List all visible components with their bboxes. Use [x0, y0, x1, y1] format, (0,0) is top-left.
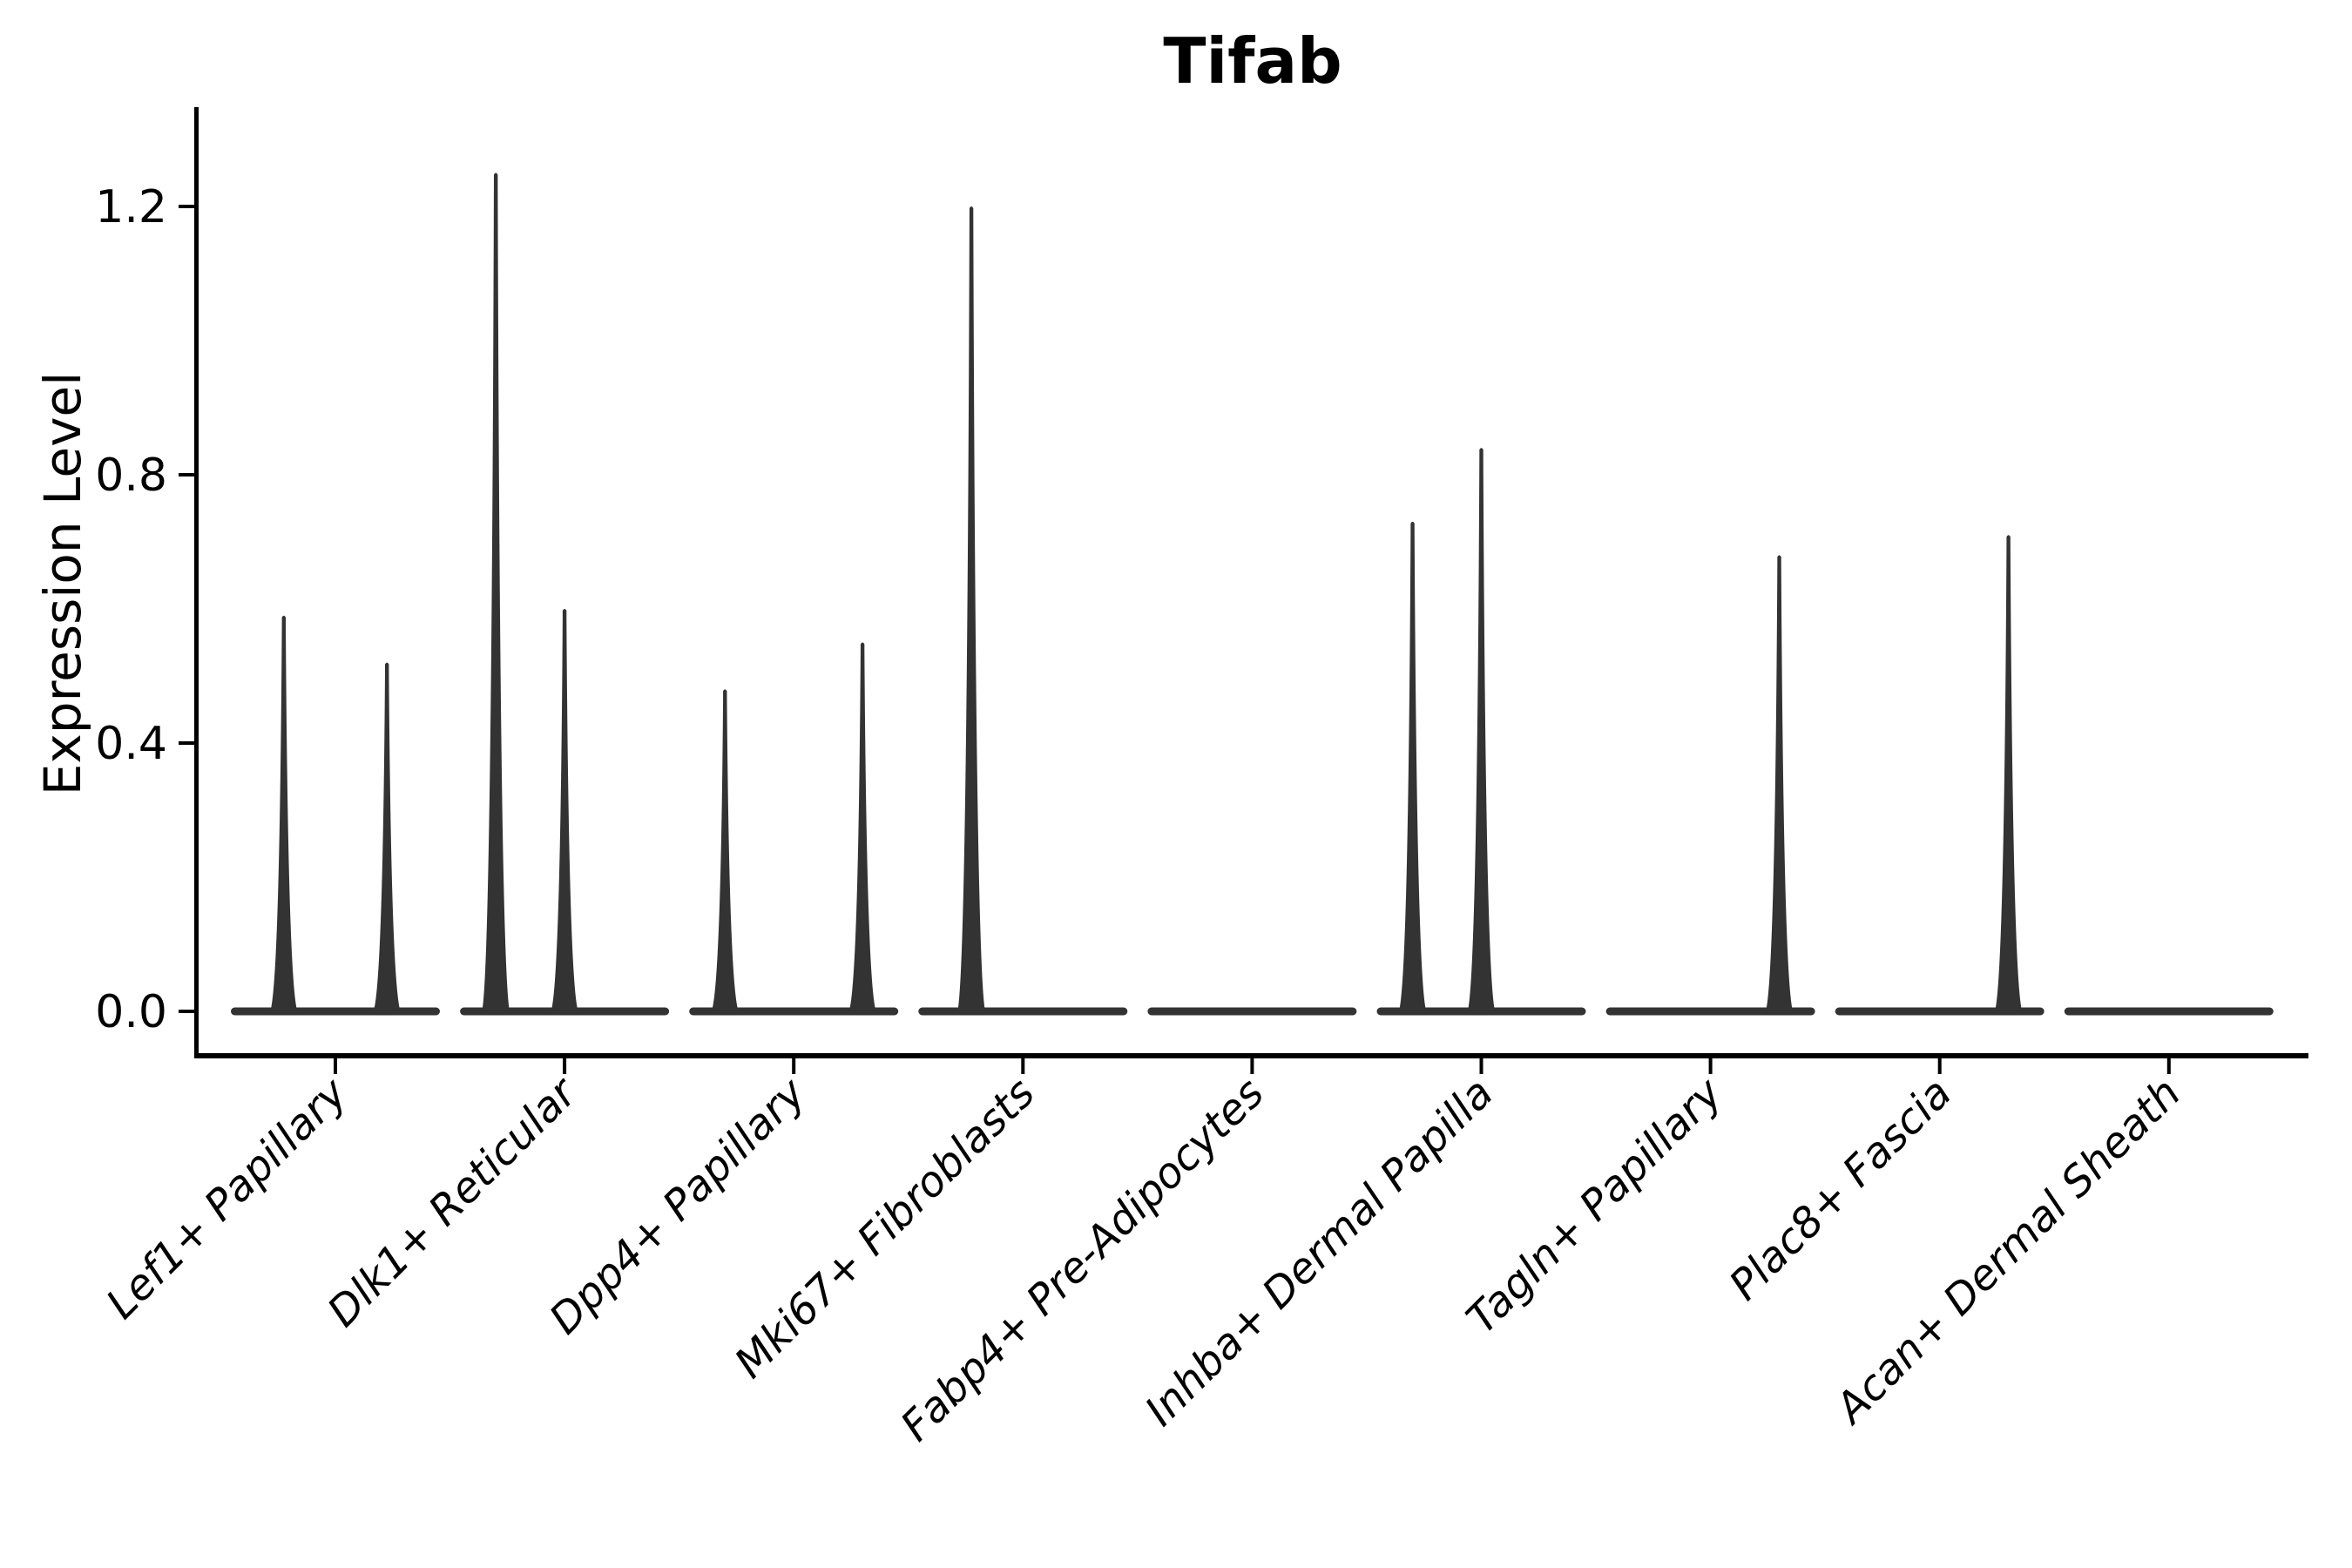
- x-category-label: Plac8+ Fascia: [1720, 1069, 1962, 1310]
- violin-base: [2064, 1007, 2274, 1016]
- y-tick-label: 0.4: [95, 718, 167, 770]
- x-tick-mark: [1708, 1058, 1713, 1074]
- x-tick-mark: [563, 1058, 567, 1074]
- violin-base: [1605, 1007, 1815, 1016]
- violin-base: [689, 1007, 899, 1016]
- violin-spike: [1466, 448, 1497, 1014]
- y-tick-mark: [179, 1010, 194, 1013]
- violin-spike: [550, 609, 580, 1014]
- x-tick-mark: [1479, 1058, 1484, 1074]
- y-tick-mark: [179, 741, 194, 745]
- y-tick-label: 0.8: [95, 449, 167, 502]
- x-axis-spine: [194, 1053, 2308, 1058]
- y-axis-spine: [194, 107, 199, 1058]
- x-category-label: Dlk1+ Reticular: [318, 1067, 588, 1337]
- x-tick-mark: [1250, 1058, 1254, 1074]
- x-tick-mark: [1021, 1058, 1025, 1074]
- violin-base: [231, 1007, 440, 1016]
- x-category-label: Dpp4+ Papillary: [540, 1068, 815, 1343]
- x-tick-mark: [2166, 1058, 2171, 1074]
- violin-spike: [372, 662, 402, 1014]
- violin-base: [918, 1007, 1128, 1016]
- violin-spike: [1993, 535, 2024, 1014]
- x-category-label: Tagln+ Papillary: [1457, 1068, 1733, 1343]
- x-tick-mark: [334, 1058, 337, 1074]
- y-tick-mark: [179, 205, 194, 208]
- violin-base: [1147, 1007, 1357, 1016]
- chart-title: Tifab: [1163, 24, 1342, 98]
- x-tick-mark: [792, 1058, 796, 1074]
- x-category-label: Fabp4+ Pre-Adipocytes: [891, 1069, 1274, 1451]
- y-tick-mark: [179, 473, 194, 476]
- violin-base: [1835, 1007, 2044, 1016]
- violin-spike: [710, 689, 740, 1014]
- violin-spike: [481, 172, 511, 1014]
- violin-spike: [848, 642, 878, 1014]
- x-category-label: Lef1+ Papillary: [97, 1068, 357, 1328]
- violin-spike: [1764, 555, 1794, 1014]
- x-tick-mark: [1937, 1058, 1942, 1074]
- violin-spike: [268, 615, 299, 1014]
- y-tick-label: 0.0: [95, 986, 167, 1038]
- violin-spike: [956, 206, 987, 1014]
- y-tick-label: 1.2: [95, 181, 167, 233]
- violin-spike: [1397, 521, 1428, 1014]
